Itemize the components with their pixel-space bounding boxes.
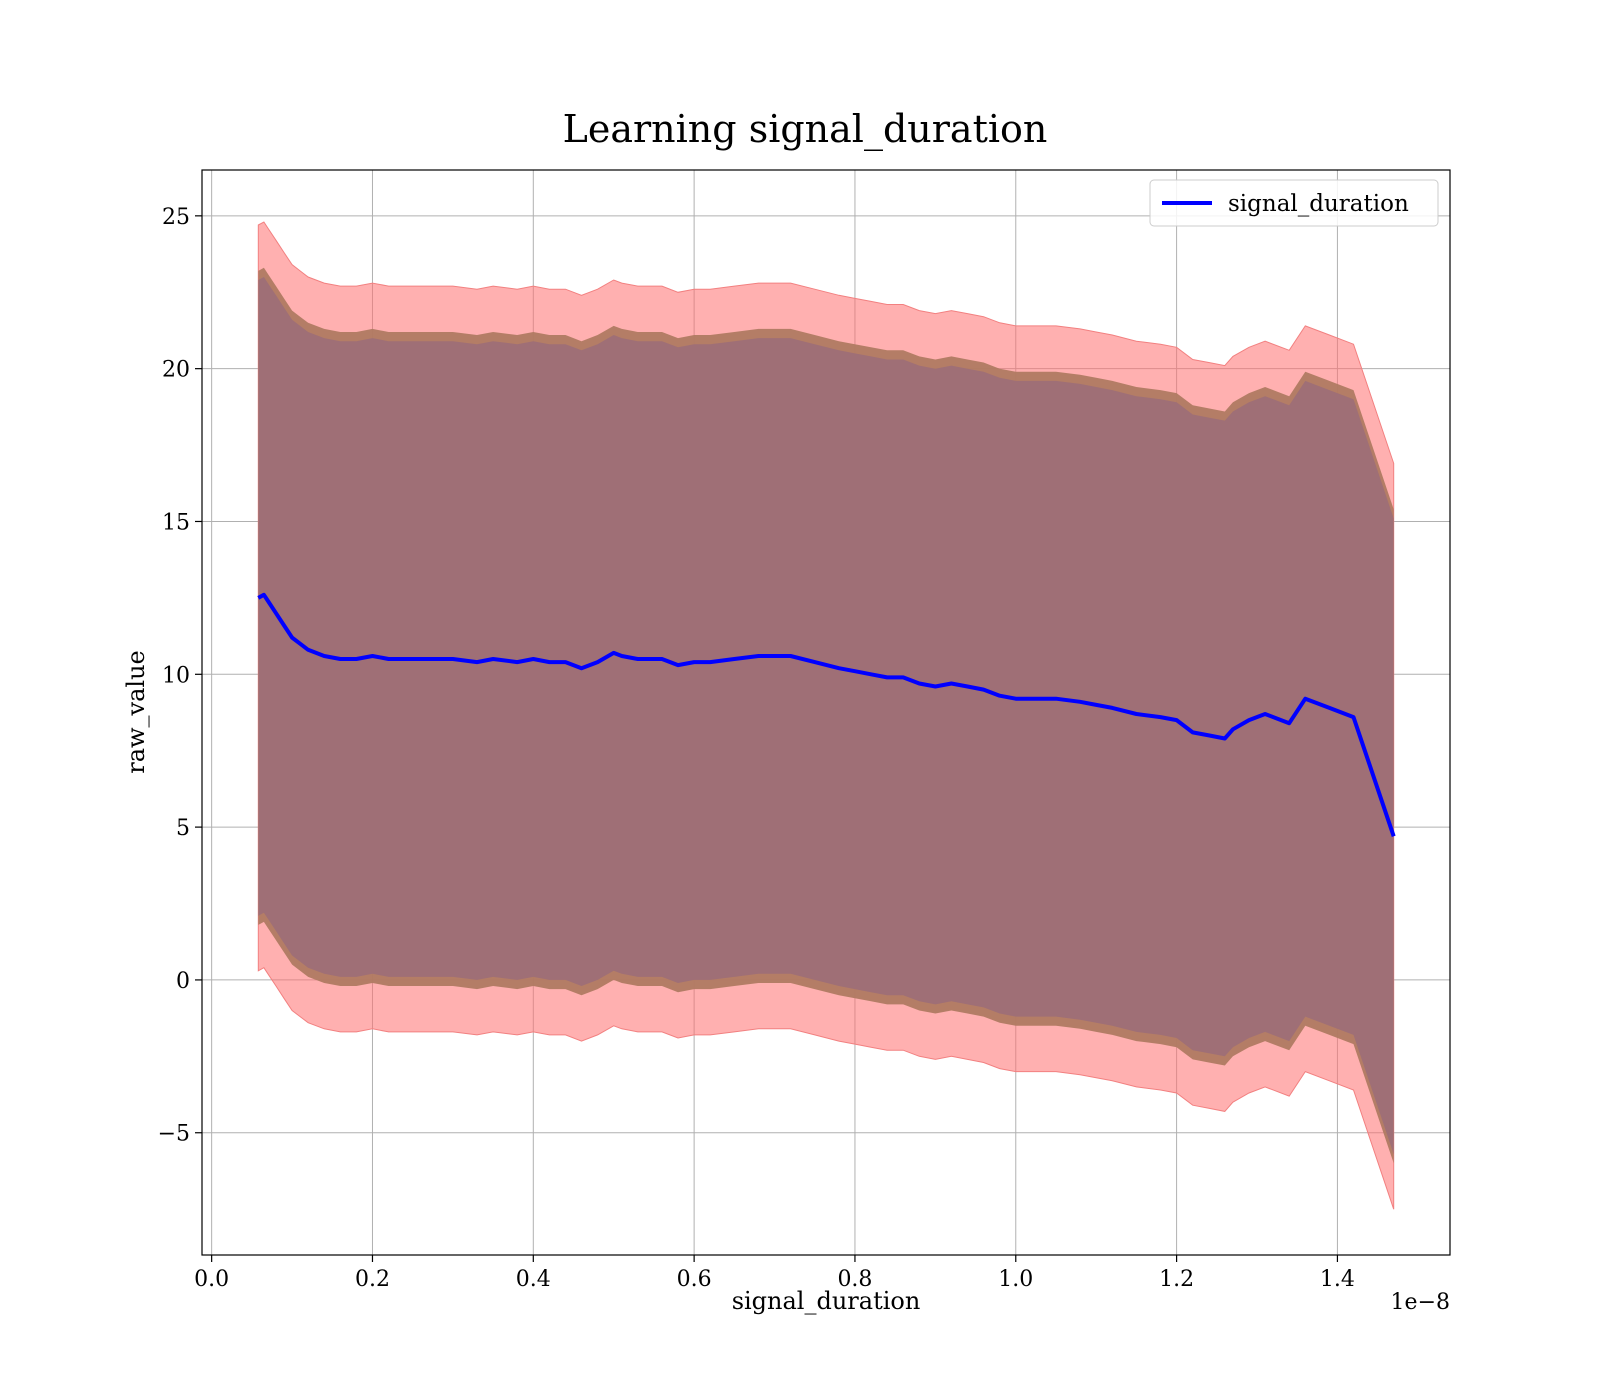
x-tick-label: 1.0: [998, 1267, 1033, 1292]
axis-ticks: 0.0 0.2 0.4 0.6 0.8 1.0 1.2 1.4 −5 0 5 10 15 20 25: [158, 205, 1355, 1292]
series-lines: [257, 592, 1396, 837]
band-inner: [258, 277, 1394, 1155]
plot-frame: [201, 169, 1451, 1256]
x-tick-label: 1.2: [1159, 1267, 1194, 1292]
legend-label-signal-duration: signal_duration: [1228, 191, 1409, 217]
y-tick-label: 10: [162, 663, 190, 688]
y-tick-label: −5: [158, 1122, 190, 1147]
x-tick-label: 1.4: [1320, 1267, 1355, 1292]
x-tick-label: 0.4: [516, 1267, 551, 1292]
x-axis-scale-label: 1e−8: [1391, 1290, 1450, 1315]
bands: [257, 221, 1395, 1210]
y-axis-label: raw_value: [122, 650, 150, 774]
y-tick-label: 5: [176, 816, 190, 841]
x-tick-label: 0.8: [837, 1267, 872, 1292]
legend-box: [1149, 179, 1439, 227]
y-tick-label: 0: [176, 969, 190, 994]
series-line-signal-duration: [257, 592, 1396, 837]
x-tick-label: 0.6: [677, 1267, 712, 1292]
y-tick-label: 25: [162, 205, 190, 230]
x-axis-label: signal_duration: [732, 1287, 921, 1315]
x-tick-label: 0.2: [355, 1267, 390, 1292]
x-tick-label: 0.0: [194, 1267, 229, 1292]
legend: signal_duration: [1149, 179, 1439, 227]
y-tick-label: 15: [162, 510, 190, 535]
y-tick-label: 20: [162, 358, 190, 383]
chart-title: Learning signal_duration: [563, 107, 1048, 152]
